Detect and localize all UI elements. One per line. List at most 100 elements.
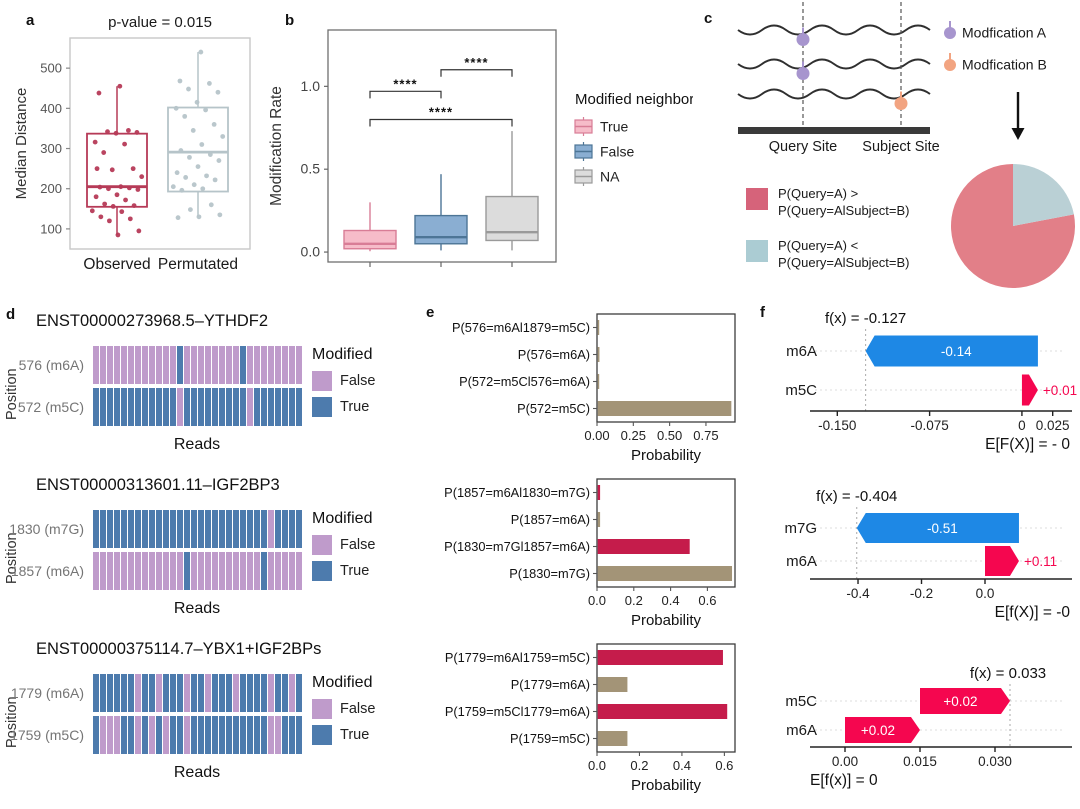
heatmap-cell xyxy=(295,388,302,426)
heatmap-cell xyxy=(99,346,106,384)
box-observed xyxy=(86,86,148,235)
heatmap-cell xyxy=(99,552,106,590)
heatmap-cell xyxy=(239,510,246,548)
heatmap-cell xyxy=(288,346,295,384)
panel-label-a: a xyxy=(26,12,35,29)
legend-modified: Modified False True xyxy=(312,674,375,751)
boxplot-modification-rate: 0.0 0.5 1.0 Modification Rate **** **** **** Mo… xyxy=(268,29,693,267)
x-tick-label: 0.75 xyxy=(693,428,718,443)
data-point xyxy=(190,128,196,133)
heatmap-cell xyxy=(246,510,253,548)
heatmap-cell xyxy=(295,674,302,712)
category-label: P(572=m5Cl576=m6A) xyxy=(459,374,590,389)
panel-c-diagram: Query Site Subject Site Modfication A Modfi… xyxy=(688,0,1080,300)
heatmap-cell xyxy=(183,674,190,712)
data-point xyxy=(96,90,102,96)
heatmap-cell xyxy=(281,346,288,384)
heatmap-cell xyxy=(281,674,288,712)
legend-label: False xyxy=(340,537,376,553)
heatmap-cell xyxy=(106,346,113,384)
read-strip xyxy=(92,716,302,754)
data-point xyxy=(220,134,226,139)
heatmap-cell xyxy=(197,674,204,712)
data-point xyxy=(194,99,200,105)
data-point xyxy=(208,202,214,208)
heatmap-cell xyxy=(155,674,162,712)
x-tick-label: 0.0 xyxy=(588,758,606,773)
x-axis-title: Probability xyxy=(631,777,702,793)
legend-label: NA xyxy=(600,169,620,185)
heatmap-cell xyxy=(253,674,260,712)
y-tick-label: 0.0 xyxy=(301,244,321,260)
significance-stars: **** xyxy=(429,104,453,119)
heatmap-cell xyxy=(183,346,190,384)
probability-bar xyxy=(597,566,733,581)
heatmap-cell xyxy=(176,716,183,754)
data-point xyxy=(177,78,183,84)
pie-legend-line: P(Query=A) < xyxy=(778,238,858,253)
data-point xyxy=(139,174,145,180)
data-point xyxy=(94,166,100,172)
x-tick-label: 0.6 xyxy=(698,593,716,608)
transcript-title: ENST00000313601.11–IGF2BP3 xyxy=(36,476,280,494)
heatmap-cell xyxy=(218,388,225,426)
legend-label: True xyxy=(340,399,370,415)
x-tick-label: 0.015 xyxy=(903,754,937,769)
category-label: P(1857=m6Al1830=m7G) xyxy=(444,485,590,500)
heatmap-cell xyxy=(113,552,120,590)
probability-bar xyxy=(597,539,690,554)
heatmap-cell xyxy=(204,716,211,754)
read-wave-1 xyxy=(737,24,931,36)
legend-label: False xyxy=(340,373,376,389)
data-point xyxy=(175,215,181,221)
category-label: P(1857=m6A) xyxy=(511,512,590,527)
legend-item-false: False xyxy=(312,699,375,719)
plot-border xyxy=(596,313,736,423)
feature-label: m6A xyxy=(786,553,817,570)
expected-value-label: E[f(X)] = -0 xyxy=(995,604,1071,621)
heatmap-cell xyxy=(288,552,295,590)
heatmap-cell xyxy=(141,510,148,548)
x-tick-label: -0.4 xyxy=(846,586,870,601)
panel-e-barcharts: P(576=m6Al1879=m5C) P(576=m6A) P(572=m5Cl5… xyxy=(420,300,755,809)
legend-swatch xyxy=(312,371,332,391)
x-axis-title: Probability xyxy=(631,612,702,628)
data-point xyxy=(186,86,191,92)
heatmap-cell xyxy=(197,552,204,590)
heatmap-cell xyxy=(155,346,162,384)
heatmap-cell xyxy=(225,552,232,590)
panel-label-e: e xyxy=(426,304,435,321)
heatmap-cell xyxy=(162,510,169,548)
x-axis-title: Probability xyxy=(631,447,702,463)
heatmap-cell xyxy=(148,674,155,712)
data-point xyxy=(109,167,115,173)
category-label: P(1779=m6Al1759=m5C) xyxy=(445,650,590,665)
reads-axis-label: Reads xyxy=(173,436,221,453)
heatmap-row: 1779 (m6A) xyxy=(0,674,302,712)
x-tick-label: 0 xyxy=(1018,418,1026,433)
heatmap-cell xyxy=(218,552,225,590)
heatmap-cell xyxy=(169,388,176,426)
data-point xyxy=(196,214,202,220)
heatmap-cell xyxy=(176,346,183,384)
legend-item-true: True xyxy=(574,117,628,136)
heatmap-cell xyxy=(141,716,148,754)
shap-bar-m5c xyxy=(920,688,1010,714)
data-point xyxy=(93,194,99,200)
heatmap-rows: 1779 (m6A) 1759 (m5C) xyxy=(0,674,302,758)
row-label: 572 (m5C) xyxy=(17,399,84,415)
probability-bar xyxy=(597,401,732,416)
x-tick-label: 0.4 xyxy=(673,758,691,773)
category-label: P(1830=m7Gl1857=m6A) xyxy=(444,539,590,554)
probability-bar xyxy=(597,347,600,362)
heatmap-cell xyxy=(232,388,239,426)
probability-barchart-3: P(1779=m6Al1759=m5C) P(1779=m6A) P(1759=m5… xyxy=(445,643,736,793)
heatmap-cell xyxy=(176,552,183,590)
panel-a-boxplot: p-value = 0.015 100 200 300 400 500 Median Dis… xyxy=(10,8,262,292)
fx-annotation: f(x) = -0.127 xyxy=(825,310,906,327)
legend-item-false: False xyxy=(574,142,634,161)
heatmap-block-3: ENST00000375114.7–YBX1+IGF2BPs Position 17… xyxy=(0,630,420,790)
panel-d-heatmaps: ENST00000273968.5–YTHDF2 Position 576 (m6A… xyxy=(0,300,420,809)
significance-bracket: **** xyxy=(369,76,442,99)
significance-stars: **** xyxy=(464,55,488,70)
